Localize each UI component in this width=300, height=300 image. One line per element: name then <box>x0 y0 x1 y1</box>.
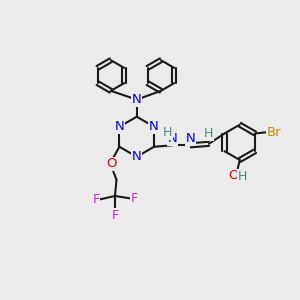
Text: N: N <box>167 132 177 145</box>
Text: N: N <box>115 120 124 133</box>
Text: F: F <box>130 192 138 205</box>
Text: Br: Br <box>267 126 281 139</box>
Text: O: O <box>228 169 238 182</box>
Text: O: O <box>106 157 116 170</box>
Text: N: N <box>132 150 142 163</box>
Text: F: F <box>93 193 100 206</box>
Text: H: H <box>204 127 214 140</box>
Text: F: F <box>111 209 118 222</box>
Text: H: H <box>238 170 247 183</box>
Text: H: H <box>163 126 172 139</box>
Text: N: N <box>132 93 142 106</box>
Text: N: N <box>186 132 196 145</box>
Text: N: N <box>149 120 159 133</box>
